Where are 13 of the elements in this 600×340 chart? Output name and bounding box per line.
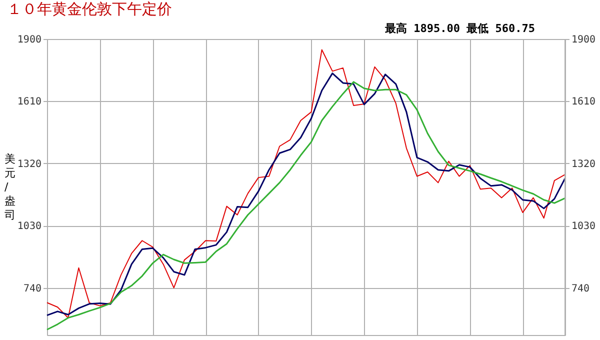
y-tick-label: 1900 [17, 34, 42, 46]
y-tick-label: 1030 [17, 221, 42, 232]
y2-tick-label: 1610 [572, 96, 596, 108]
y2-tick-label: 1030 [572, 221, 596, 232]
text: 最高 1895.00 最低 560.75 [384, 22, 535, 35]
y2-tick-label: 740 [572, 283, 590, 294]
chart-title: １０年黄金伦敦下午定价 [7, 0, 172, 18]
y-tick-label: 740 [23, 283, 42, 294]
y-tick-label: 1320 [17, 158, 42, 170]
y-tick-label: 1610 [17, 96, 42, 108]
y-axis-title: 美元/盎司 [4, 152, 16, 222]
y2-tick-label: 1320 [572, 158, 596, 170]
y2-tick-label: 1900 [572, 34, 596, 46]
